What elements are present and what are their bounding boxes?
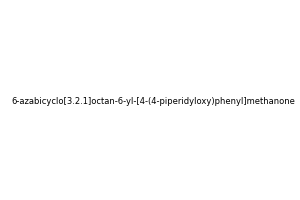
- Text: 6-azabicyclo[3.2.1]octan-6-yl-[4-(4-piperidyloxy)phenyl]methanone: 6-azabicyclo[3.2.1]octan-6-yl-[4-(4-pipe…: [12, 97, 296, 106]
